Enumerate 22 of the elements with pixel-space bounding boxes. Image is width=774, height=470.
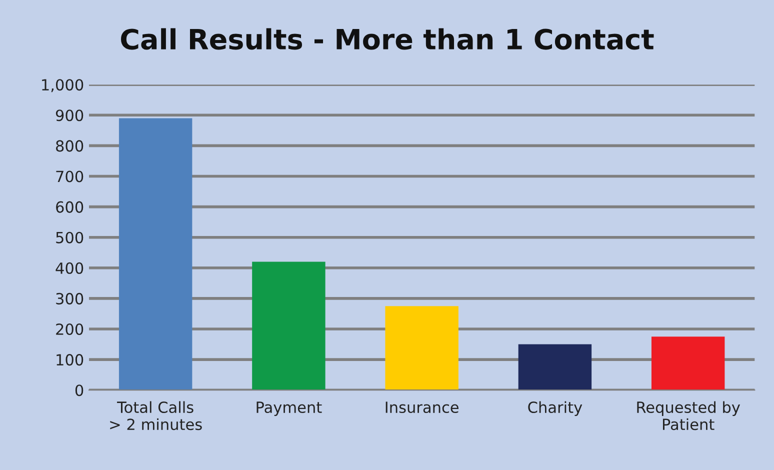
x-tick-label: Payment (256, 402, 322, 416)
y-tick-label: 700 (56, 170, 84, 182)
bar (651, 336, 725, 390)
y-tick-label: 900 (56, 110, 84, 122)
y-tick-label: 100 (56, 354, 84, 366)
x-tick-label: Charity (528, 401, 582, 416)
y-tick-label: 600 (56, 201, 84, 213)
y-tick-label: 1,000 (42, 79, 84, 92)
y-tick-label: 0 (75, 384, 84, 396)
y-tick-label: 200 (56, 323, 84, 336)
x-tick-label: Insurance (386, 402, 458, 414)
bar (118, 118, 192, 390)
x-tick-label: Requested by Patient (637, 401, 740, 430)
bar (385, 306, 458, 390)
x-tick-label: Total Calls > 2 minutes (110, 401, 202, 430)
bar (518, 344, 592, 390)
chart-title: Call Results - More than 1 Contact (121, 28, 654, 50)
y-tick-label: 800 (56, 140, 84, 152)
y-tick-label: 400 (56, 262, 84, 274)
y-tick-label: 300 (56, 292, 84, 304)
y-tick-label: 500 (56, 232, 84, 244)
bar (252, 262, 326, 390)
